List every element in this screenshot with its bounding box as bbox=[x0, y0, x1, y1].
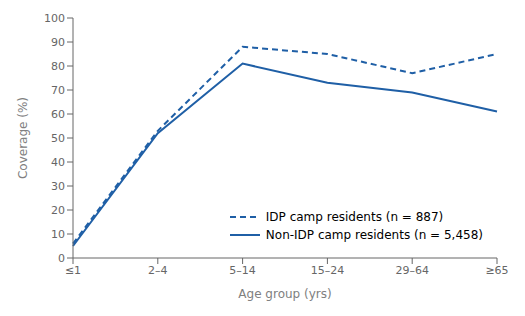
svg-text:5–14: 5–14 bbox=[229, 264, 256, 277]
svg-text:2–4: 2–4 bbox=[148, 264, 168, 277]
svg-text:40: 40 bbox=[51, 156, 65, 169]
svg-text:≤1: ≤1 bbox=[65, 264, 81, 277]
svg-text:30: 30 bbox=[51, 180, 65, 193]
svg-text:70: 70 bbox=[51, 84, 65, 97]
svg-text:15–24: 15–24 bbox=[311, 264, 345, 277]
svg-text:Age group (yrs): Age group (yrs) bbox=[238, 287, 331, 301]
svg-text:29–64: 29–64 bbox=[395, 264, 429, 277]
svg-text:10: 10 bbox=[51, 228, 65, 241]
svg-text:80: 80 bbox=[51, 60, 65, 73]
svg-text:20: 20 bbox=[51, 204, 65, 217]
svg-text:50: 50 bbox=[51, 132, 65, 145]
svg-text:≥65: ≥65 bbox=[485, 264, 508, 277]
html-text:IDP camp residents (n = 887): IDP camp residents (n = 887) bbox=[265, 210, 444, 224]
svg-text:90: 90 bbox=[51, 36, 65, 49]
html-text:Non-IDP camp residents (n = 5,: Non-IDP camp residents (n = 5,458) bbox=[265, 228, 483, 242]
svg-text:Coverage (%): Coverage (%) bbox=[16, 97, 30, 179]
svg-text:60: 60 bbox=[51, 108, 65, 121]
svg-text:100: 100 bbox=[44, 12, 65, 25]
svg-text:0: 0 bbox=[58, 252, 65, 265]
